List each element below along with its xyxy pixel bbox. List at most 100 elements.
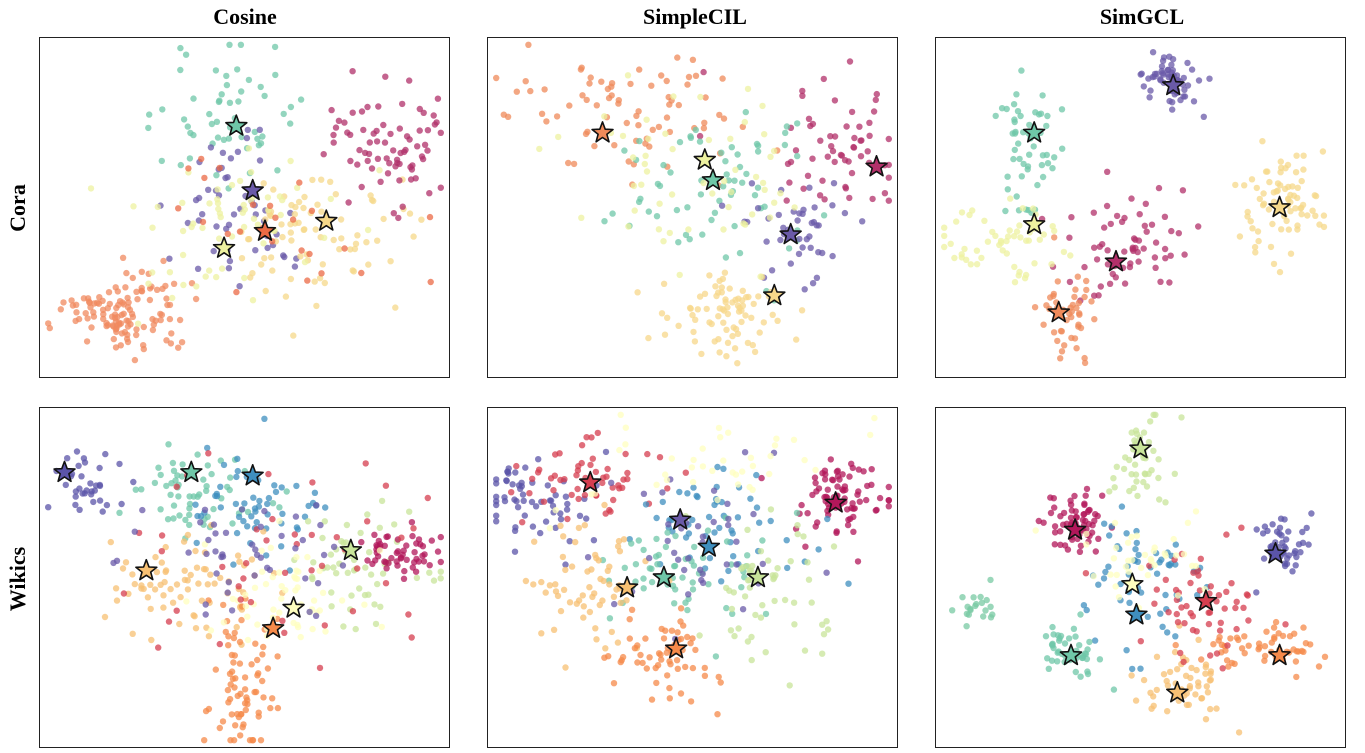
data-point [179, 227, 187, 235]
data-point [1292, 169, 1300, 176]
data-point [1274, 180, 1282, 187]
data-point [175, 344, 182, 351]
data-point [349, 608, 357, 615]
data-point [685, 595, 692, 603]
data-point [127, 321, 134, 328]
data-point [424, 494, 431, 502]
data-point [584, 554, 592, 561]
data-point [243, 560, 250, 567]
data-point [396, 125, 403, 132]
data-point [251, 572, 258, 579]
data-point [151, 586, 159, 593]
data-point [312, 612, 320, 619]
data-point [725, 521, 732, 529]
data-point [374, 580, 381, 588]
data-point [694, 306, 701, 313]
data-point [283, 488, 290, 495]
data-point [106, 300, 114, 308]
data-point [239, 209, 246, 216]
data-point [1189, 613, 1196, 620]
data-point [941, 232, 948, 240]
data-point [1162, 576, 1169, 583]
data-point [847, 515, 854, 522]
data-point [709, 190, 716, 197]
data-point [314, 580, 322, 587]
data-point [846, 194, 853, 202]
data-point [690, 456, 697, 464]
data-point [736, 304, 743, 312]
data-point [280, 252, 287, 259]
data-point [1072, 633, 1079, 640]
data-point [699, 570, 706, 578]
data-point [1066, 234, 1073, 241]
prototype-star-marker [693, 148, 716, 170]
data-point [227, 474, 234, 481]
data-point [191, 613, 198, 620]
data-point [977, 593, 984, 601]
data-point [386, 160, 393, 167]
data-point [729, 530, 736, 537]
data-point [791, 621, 798, 628]
data-point [1204, 689, 1212, 696]
data-point [99, 297, 106, 304]
data-point [210, 247, 217, 255]
data-point [1294, 184, 1301, 191]
data-point [562, 561, 569, 568]
data-point [1013, 91, 1020, 98]
data-point [216, 235, 223, 242]
data-point [170, 467, 178, 474]
data-point [1300, 624, 1307, 631]
data-point [723, 326, 730, 333]
data-point [522, 577, 530, 585]
data-point [235, 513, 243, 520]
data-point [1162, 552, 1169, 559]
data-point [1276, 530, 1283, 537]
data-point [321, 234, 328, 241]
data-point [192, 196, 200, 204]
data-point [278, 595, 285, 602]
data-point [394, 548, 402, 555]
data-point [619, 132, 627, 140]
data-point [267, 704, 274, 712]
data-point [854, 558, 862, 565]
data-point [581, 522, 588, 529]
data-point [426, 190, 433, 197]
data-point [829, 476, 836, 483]
data-point [258, 547, 265, 554]
data-point [642, 501, 650, 508]
data-point [1183, 602, 1190, 610]
data-point [586, 608, 594, 616]
data-point [747, 495, 754, 502]
data-point [1152, 239, 1160, 246]
data-point [668, 455, 675, 462]
data-point [1010, 233, 1018, 240]
data-point [759, 102, 766, 110]
data-point [700, 179, 707, 187]
data-point [179, 461, 186, 468]
data-point [608, 479, 615, 486]
data-point [761, 203, 768, 210]
data-point [812, 479, 819, 487]
data-point [1077, 611, 1084, 618]
data-point [276, 569, 283, 576]
data-point [637, 651, 644, 659]
data-point [1071, 293, 1078, 301]
data-point [575, 597, 583, 604]
data-point [415, 558, 422, 565]
data-point [542, 518, 550, 525]
data-point [158, 548, 165, 555]
data-point [78, 473, 85, 480]
data-point [1118, 503, 1126, 510]
data-point [287, 275, 295, 283]
data-point [1015, 272, 1022, 279]
data-point [393, 156, 401, 163]
data-point [580, 614, 587, 621]
data-point [849, 464, 856, 472]
data-point [134, 296, 141, 303]
data-point [176, 512, 183, 519]
data-point [249, 201, 257, 208]
data-point [316, 567, 323, 575]
data-point [175, 205, 182, 212]
data-point [1133, 532, 1141, 539]
data-point [330, 139, 337, 146]
